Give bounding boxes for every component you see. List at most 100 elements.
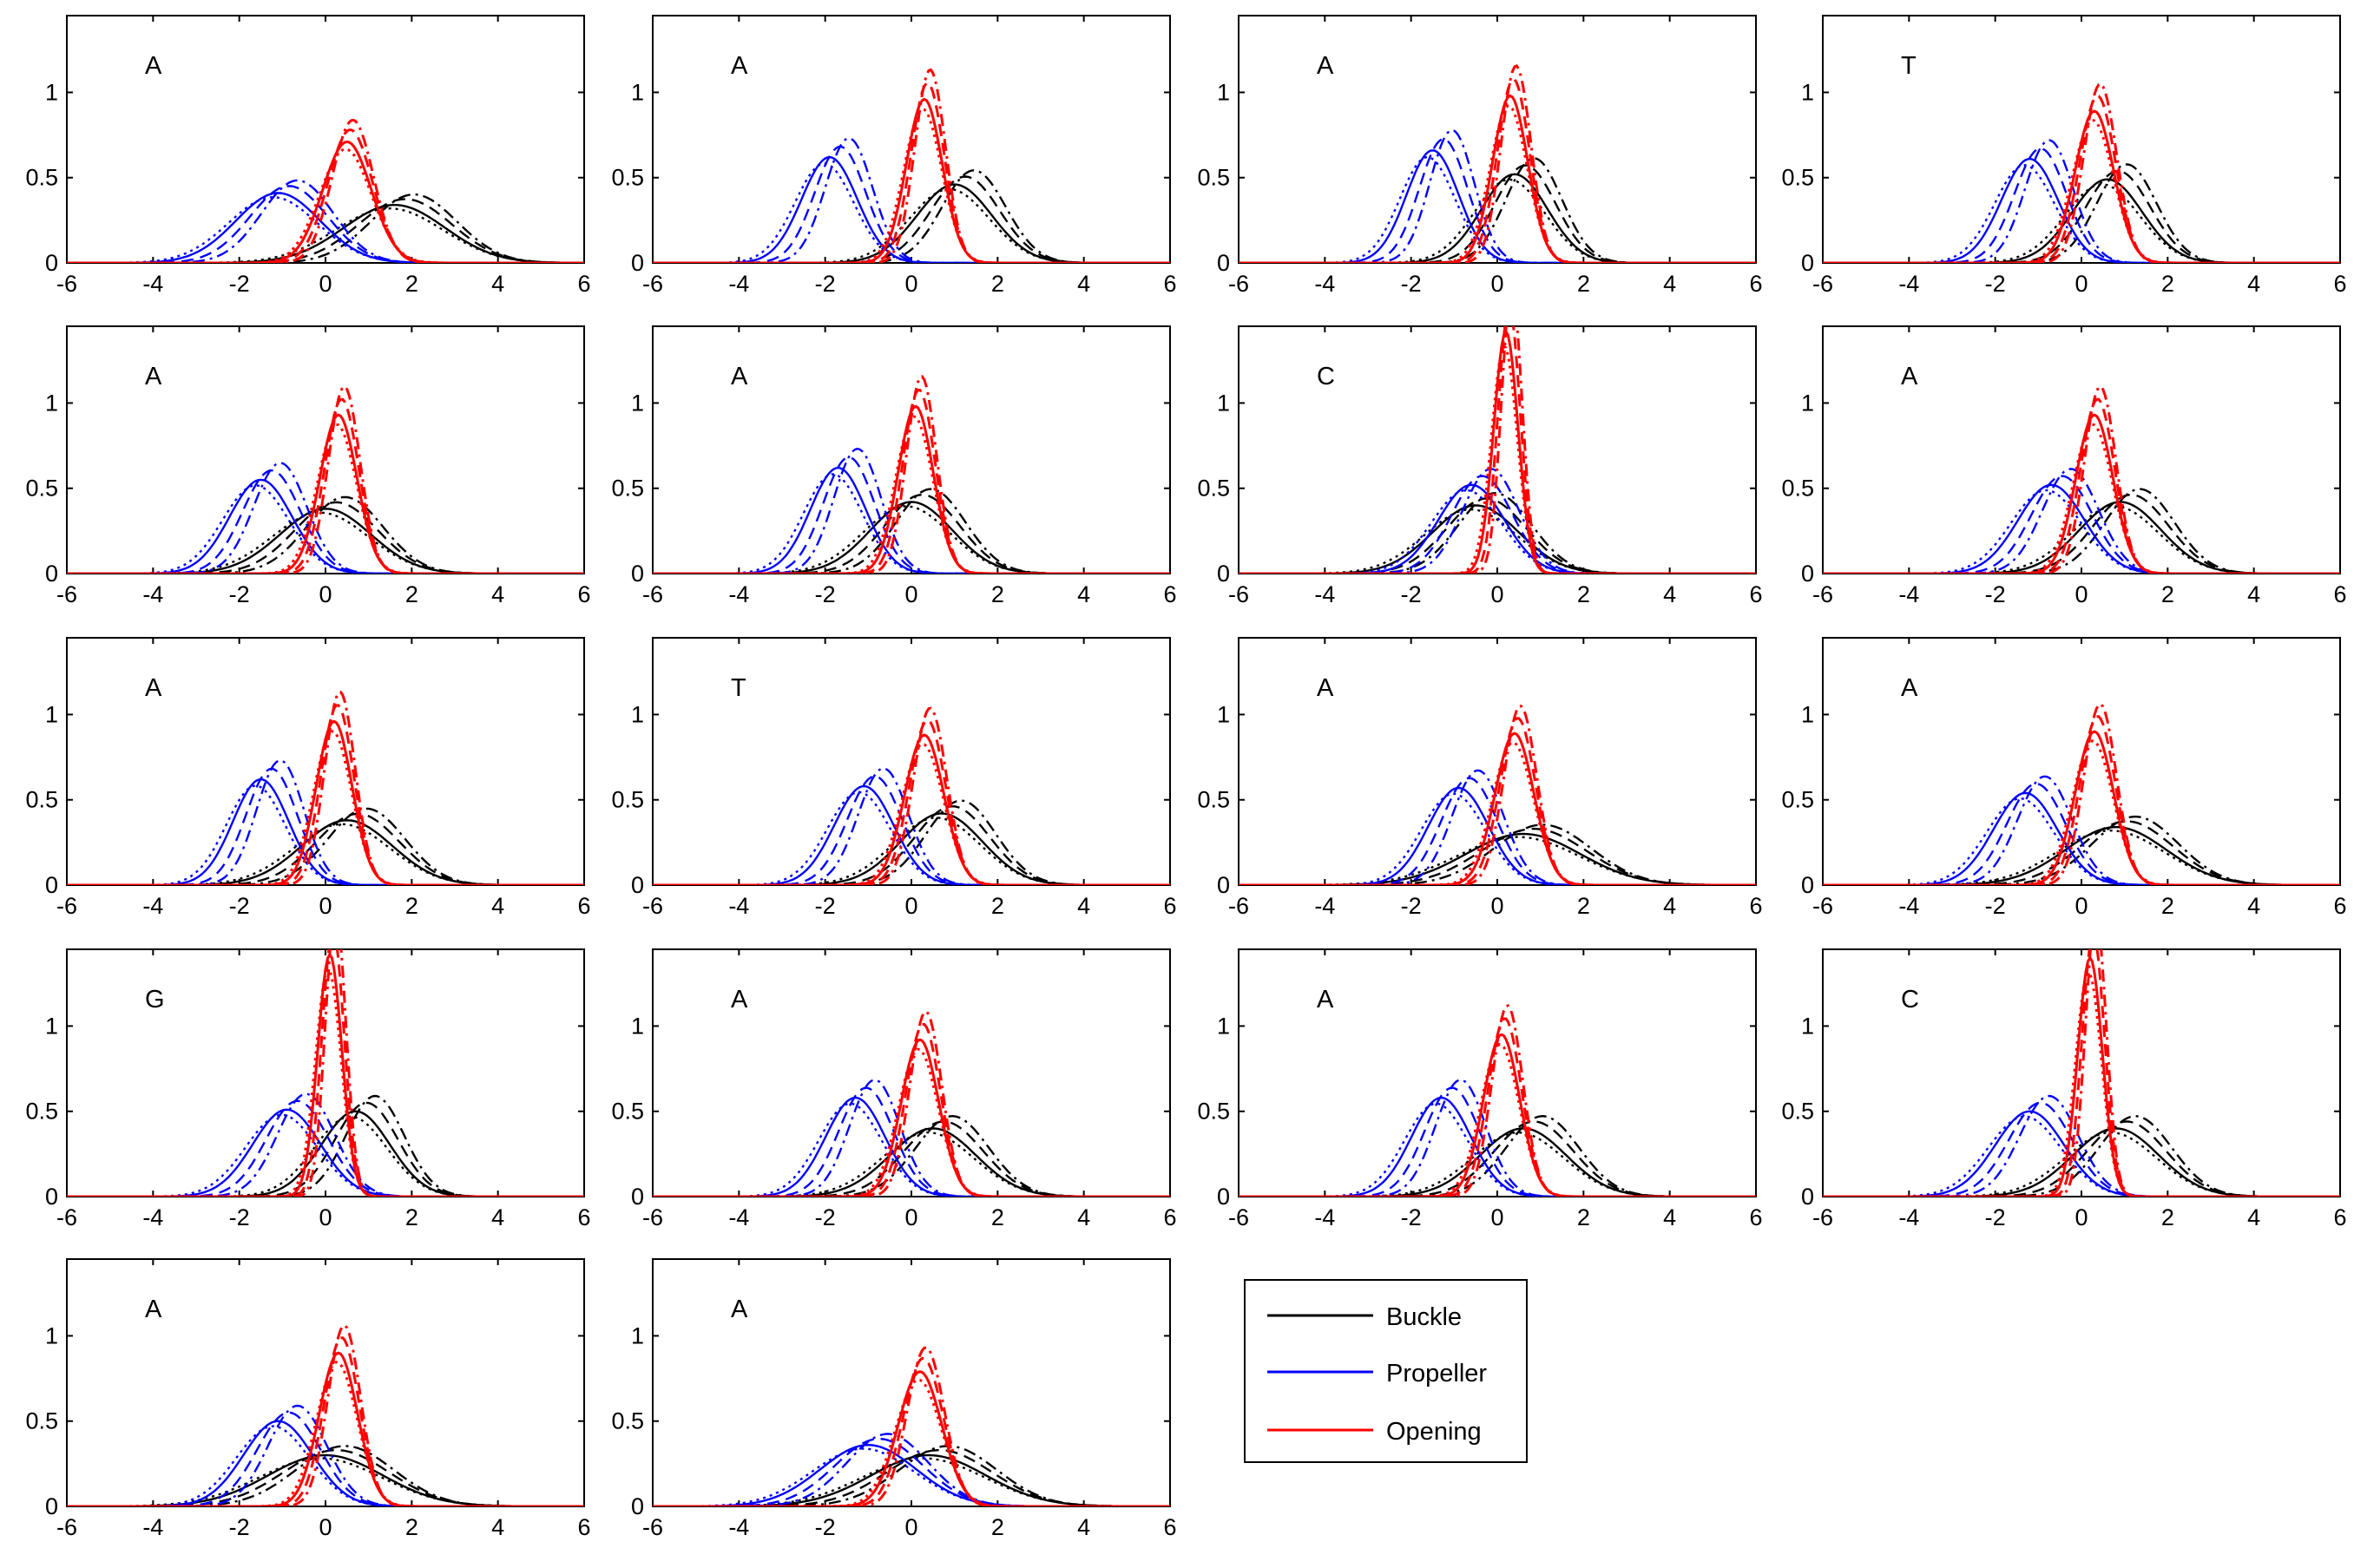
x-tick-label: 6 (1163, 893, 1176, 919)
series-line-opening-variant-2 (653, 706, 1170, 885)
series-line-propeller-variant-3 (67, 1425, 584, 1506)
subplot-title: A (731, 363, 748, 390)
series-line-propeller-variant-1 (1239, 1086, 1756, 1197)
series-line-opening-variant-2 (67, 384, 584, 574)
x-tick-label: -2 (1985, 893, 2006, 919)
series-line-buckle-variant-2 (1239, 823, 1756, 885)
x-tick-label: 2 (991, 271, 1004, 297)
series-line-opening-variant-3 (1823, 423, 2340, 574)
series-line-opening-variant-1 (67, 949, 584, 1197)
x-tick-label: -4 (1314, 1204, 1335, 1230)
subplot-title: G (145, 986, 165, 1014)
subplot-9: -6 -4 -2 0 2 4 6 0 0.5 1 A (25, 637, 591, 919)
x-tick-label: 4 (1077, 271, 1090, 297)
series-line-opening-variant-2 (67, 1323, 584, 1506)
series-line-buckle-variant-1 (1823, 820, 2340, 885)
x-tick-label: 6 (1749, 581, 1762, 607)
x-tick-label: 0 (319, 893, 332, 919)
y-tick-label: 0.5 (1197, 165, 1230, 191)
y-tick-label: 1 (45, 79, 58, 105)
y-tick-label: 0 (631, 1184, 644, 1210)
subplot-title: A (1317, 52, 1334, 80)
series-line-buckle-variant-2 (1239, 157, 1756, 263)
series-line-buckle-variant-2 (67, 495, 584, 574)
y-tick-label: 0 (1217, 561, 1230, 587)
series-line-propeller-variant-1 (1239, 475, 1756, 574)
series-line-buckle-variant-3 (67, 207, 584, 263)
x-tick-label: 4 (2247, 1204, 2260, 1230)
x-tick-label: -4 (142, 893, 163, 919)
x-tick-label: 0 (319, 271, 332, 297)
y-tick-label: 0 (631, 250, 644, 276)
y-tick-label: 1 (45, 1013, 58, 1039)
x-tick-label: -6 (1812, 271, 1833, 297)
x-tick-label: 2 (991, 581, 1004, 607)
y-tick-label: 1 (1217, 1013, 1230, 1039)
series-line-opening-variant-2 (1239, 1004, 1756, 1197)
x-tick-label: -6 (1228, 581, 1249, 607)
series-line-opening-variant-1 (67, 704, 584, 885)
subplot-title: A (1317, 986, 1334, 1014)
series-line-buckle (653, 501, 1170, 574)
series-line-buckle (67, 1110, 584, 1197)
subplot-title: A (145, 363, 162, 390)
y-tick-label: 0 (1801, 250, 1814, 276)
x-tick-label: 0 (2075, 581, 2088, 607)
axes-box (1238, 948, 1757, 1197)
x-tick-label: 2 (405, 893, 418, 919)
legend-label-propeller: Propeller (1386, 1360, 1487, 1388)
x-tick-label: -2 (1401, 893, 1422, 919)
x-tick-label: 0 (319, 581, 332, 607)
y-tick-label: 0.5 (1781, 476, 1814, 502)
x-tick-label: -6 (1812, 581, 1833, 607)
x-tick-label: 2 (991, 1204, 1004, 1230)
series-line-opening-variant-1 (1239, 326, 1756, 574)
x-tick-label: -6 (56, 1514, 77, 1540)
subplot-title: T (731, 674, 746, 702)
legend-label-buckle: Buckle (1386, 1303, 1462, 1331)
x-tick-label: 2 (2161, 1204, 2174, 1230)
y-tick-label: 0 (45, 250, 58, 276)
x-tick-label: 0 (2075, 1204, 2088, 1230)
series-line-opening-variant-2 (653, 1010, 1170, 1197)
x-tick-label: -6 (56, 581, 77, 607)
y-tick-label: 1 (1801, 79, 1814, 105)
x-tick-label: -6 (642, 581, 663, 607)
subplot-4: -6 -4 -2 0 2 4 6 0 0.5 1 T (1781, 15, 2347, 297)
x-tick-label: 0 (1490, 581, 1503, 607)
x-tick-label: 2 (1577, 893, 1590, 919)
y-tick-label: 1 (45, 390, 58, 416)
series-line-opening-variant-1 (653, 1356, 1170, 1506)
series-line-propeller (653, 1443, 1170, 1506)
x-tick-label: 4 (1663, 581, 1676, 607)
x-tick-label: -4 (1314, 271, 1335, 297)
y-tick-label: 1 (631, 701, 644, 727)
y-tick-label: 1 (1217, 701, 1230, 727)
x-tick-label: 0 (904, 581, 917, 607)
y-tick-label: 0.5 (25, 787, 58, 813)
legend: Buckle Propeller Opening (1244, 1279, 1528, 1463)
subplot-title: C (1901, 986, 1919, 1014)
series-line-propeller (1239, 149, 1756, 263)
x-tick-label: 4 (1077, 581, 1090, 607)
series-line-propeller (1823, 157, 2340, 263)
x-tick-label: 2 (405, 1514, 418, 1540)
x-tick-label: -2 (229, 271, 250, 297)
series-line-opening-variant-2 (67, 690, 584, 885)
x-tick-label: 6 (577, 1204, 590, 1230)
x-tick-label: 2 (1577, 581, 1590, 607)
x-tick-label: 2 (1577, 271, 1590, 297)
y-tick-label: 1 (631, 1013, 644, 1039)
x-tick-label: -4 (728, 1204, 749, 1230)
x-tick-label: 4 (2247, 581, 2260, 607)
x-tick-label: 6 (577, 581, 590, 607)
x-tick-label: -2 (815, 1204, 836, 1230)
x-tick-label: 2 (405, 271, 418, 297)
x-tick-label: 0 (904, 1514, 917, 1540)
x-tick-label: -6 (642, 271, 663, 297)
series-line-propeller-variant-3 (1823, 489, 2340, 574)
y-tick-label: 1 (1217, 79, 1230, 105)
subplot-14: -6 -4 -2 0 2 4 6 0 0.5 1 A (611, 948, 1177, 1230)
y-tick-label: 0.5 (1781, 1099, 1814, 1125)
y-tick-label: 0.5 (611, 476, 644, 502)
